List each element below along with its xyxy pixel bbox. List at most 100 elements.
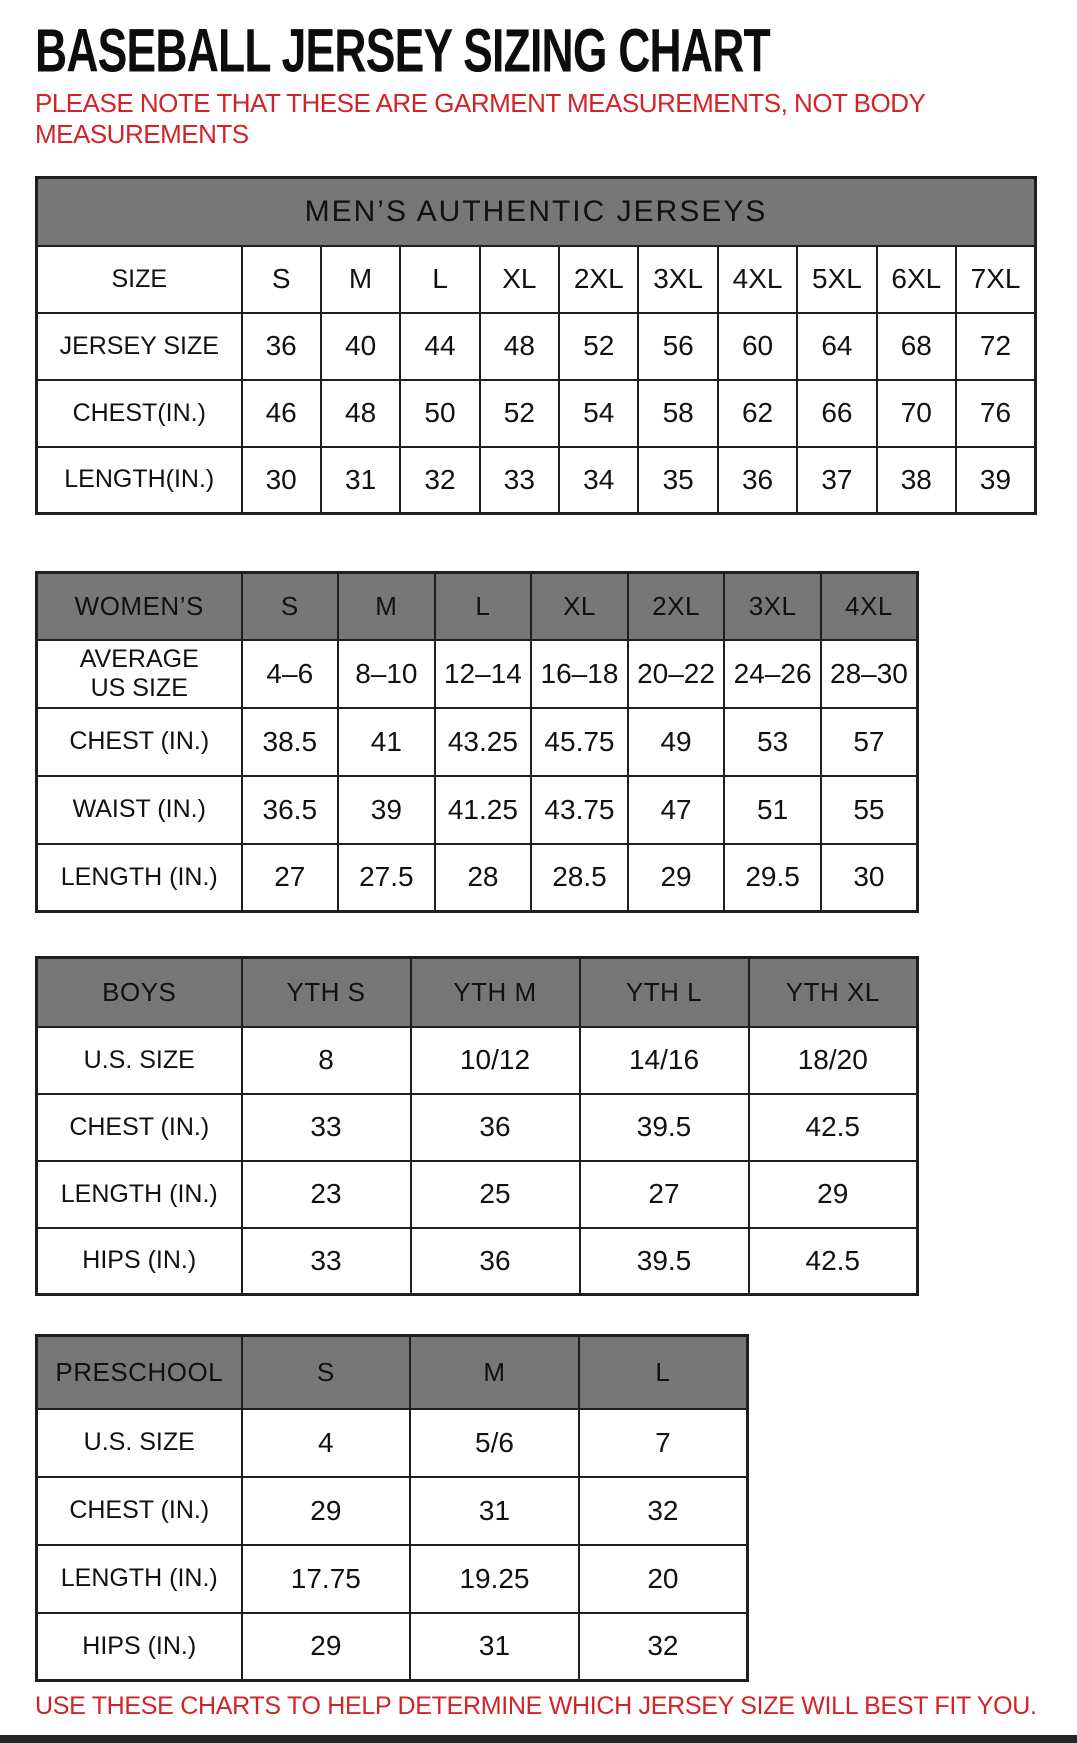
value-cell: 4 bbox=[240, 1407, 412, 1478]
table-row: WAIST (IN.) 36.5 39 41.25 43.75 47 51 55 bbox=[35, 774, 919, 845]
womens-header-col: 4XL bbox=[819, 571, 919, 641]
womens-header-col: 2XL bbox=[626, 571, 726, 641]
value-cell: 37 bbox=[796, 445, 878, 515]
boys-table: BOYS YTH S YTH M YTH L YTH XL U.S. SIZE 8 10/12… bbox=[35, 956, 919, 1296]
value-cell: 28 bbox=[433, 842, 533, 913]
value-cell: 43.75 bbox=[530, 774, 629, 845]
table-row: CHEST (IN.) 33 36 39.5 42.5 bbox=[35, 1092, 919, 1162]
boys-header-col: YTH M bbox=[409, 956, 581, 1028]
row-label: WAIST (IN.) bbox=[35, 774, 243, 845]
preschool-header-col: L bbox=[577, 1334, 749, 1410]
table-row: LENGTH (IN.) 23 25 27 29 bbox=[35, 1159, 919, 1229]
value-cell: 33 bbox=[240, 1092, 412, 1162]
value-cell: 54 bbox=[558, 378, 640, 448]
value-cell: 36.5 bbox=[240, 774, 340, 845]
value-cell: 18/20 bbox=[747, 1025, 919, 1095]
womens-header-label: WOMEN’S bbox=[35, 571, 243, 641]
preschool-header-col: S bbox=[240, 1334, 412, 1410]
row-label: U.S. SIZE bbox=[35, 1025, 243, 1095]
table-row: AVERAGE US SIZE 4–6 8–10 12–14 16–18 20–22 24–… bbox=[35, 638, 919, 709]
boys-header-col: YTH S bbox=[240, 956, 412, 1028]
value-cell: 31 bbox=[409, 1475, 580, 1546]
garment-measurement-note: PLEASE NOTE THAT THESE ARE GARMENT MEASU… bbox=[35, 88, 925, 149]
womens-table: WOMEN’S S M L XL 2XL 3XL 4XL AVERAGE US SIZE 4–6 8… bbox=[35, 571, 919, 913]
value-cell: 7XL bbox=[955, 244, 1037, 314]
value-cell: 16–18 bbox=[530, 638, 629, 709]
value-cell: 29 bbox=[747, 1159, 919, 1229]
table-row: HIPS (IN.) 33 36 39.5 42.5 bbox=[35, 1226, 919, 1296]
page-title: BASEBALL JERSEY SIZING CHART bbox=[35, 16, 771, 86]
value-cell: 33 bbox=[478, 445, 561, 515]
value-cell: 30 bbox=[819, 842, 919, 913]
womens-header-col: XL bbox=[530, 571, 629, 641]
value-cell: 38 bbox=[875, 445, 958, 515]
mens-table: MEN’S AUTHENTIC JERSEYS SIZE S M L XL 2XL 3XL 4X… bbox=[35, 176, 1037, 515]
boys-header-col: YTH L bbox=[578, 956, 750, 1028]
value-cell: 56 bbox=[637, 311, 719, 381]
mens-banner-row: MEN’S AUTHENTIC JERSEYS bbox=[35, 176, 1037, 247]
value-cell: 29 bbox=[240, 1475, 412, 1546]
value-cell: 58 bbox=[637, 378, 719, 448]
value-cell: 64 bbox=[796, 311, 878, 381]
row-label: HIPS (IN.) bbox=[35, 1611, 243, 1682]
row-label: LENGTH (IN.) bbox=[35, 1159, 243, 1229]
title-row: BASEBALL JERSEY SIZING CHART bbox=[35, 0, 1077, 85]
value-cell: 38.5 bbox=[240, 706, 340, 777]
value-cell: 43.25 bbox=[433, 706, 533, 777]
value-cell: 14/16 bbox=[578, 1025, 750, 1095]
value-cell: 51 bbox=[723, 774, 822, 845]
table-row: CHEST(IN.) 46 48 50 52 54 58 62 66 70 76 bbox=[35, 378, 1037, 448]
value-cell: 27 bbox=[240, 842, 340, 913]
value-cell: M bbox=[319, 244, 402, 314]
value-cell: 39 bbox=[955, 445, 1037, 515]
value-cell: 10/12 bbox=[409, 1025, 581, 1095]
preschool-table: PRESCHOOL S M L U.S. SIZE 4 5/6 7 CHEST (IN.) 29 3… bbox=[35, 1334, 749, 1682]
value-cell: 47 bbox=[626, 774, 726, 845]
row-label: SIZE bbox=[35, 244, 243, 314]
value-cell: 68 bbox=[875, 311, 958, 381]
value-cell: 12–14 bbox=[433, 638, 533, 709]
value-cell: 41.25 bbox=[433, 774, 533, 845]
preschool-header-row: PRESCHOOL S M L bbox=[35, 1334, 749, 1410]
value-cell: 23 bbox=[240, 1159, 412, 1229]
value-cell: 36 bbox=[409, 1226, 581, 1296]
table-row: LENGTH (IN.) 27 27.5 28 28.5 29 29.5 30 bbox=[35, 842, 919, 913]
value-cell: L bbox=[399, 244, 481, 314]
value-cell: 57 bbox=[819, 706, 919, 777]
value-cell: S bbox=[240, 244, 322, 314]
womens-header-col: 3XL bbox=[723, 571, 822, 641]
preschool-header-col: M bbox=[409, 1334, 580, 1410]
table-row: SIZE S M L XL 2XL 3XL 4XL 5XL 6XL 7XL bbox=[35, 244, 1037, 314]
value-cell: 20–22 bbox=[626, 638, 726, 709]
boys-header-label: BOYS bbox=[35, 956, 243, 1028]
boys-header-col: YTH XL bbox=[747, 956, 919, 1028]
value-cell: 6XL bbox=[875, 244, 958, 314]
value-cell: 76 bbox=[955, 378, 1037, 448]
womens-header-row: WOMEN’S S M L XL 2XL 3XL 4XL bbox=[35, 571, 919, 641]
value-cell: 48 bbox=[478, 311, 561, 381]
row-label: HIPS (IN.) bbox=[35, 1226, 243, 1296]
row-label: CHEST (IN.) bbox=[35, 706, 243, 777]
value-cell: 39.5 bbox=[578, 1226, 750, 1296]
value-cell: 52 bbox=[478, 378, 561, 448]
value-cell: 35 bbox=[637, 445, 719, 515]
row-label: LENGTH (IN.) bbox=[35, 1543, 243, 1614]
value-cell: 2XL bbox=[558, 244, 640, 314]
womens-header-col: M bbox=[337, 571, 436, 641]
value-cell: 46 bbox=[240, 378, 322, 448]
value-cell: 7 bbox=[577, 1407, 749, 1478]
value-cell: 8–10 bbox=[337, 638, 436, 709]
table-row: CHEST (IN.) 38.5 41 43.25 45.75 49 53 57 bbox=[35, 706, 919, 777]
value-cell: 32 bbox=[577, 1611, 749, 1682]
table-row: HIPS (IN.) 29 31 32 bbox=[35, 1611, 749, 1682]
mens-banner: MEN’S AUTHENTIC JERSEYS bbox=[35, 176, 1037, 247]
row-label: CHEST(IN.) bbox=[35, 378, 243, 448]
row-label: JERSEY SIZE bbox=[35, 311, 243, 381]
value-cell: 29 bbox=[240, 1611, 412, 1682]
value-cell: XL bbox=[478, 244, 561, 314]
value-cell: 30 bbox=[240, 445, 322, 515]
row-label: U.S. SIZE bbox=[35, 1407, 243, 1478]
table-row: LENGTH (IN.) 17.75 19.25 20 bbox=[35, 1543, 749, 1614]
bottom-edge-bar bbox=[0, 1735, 1077, 1743]
